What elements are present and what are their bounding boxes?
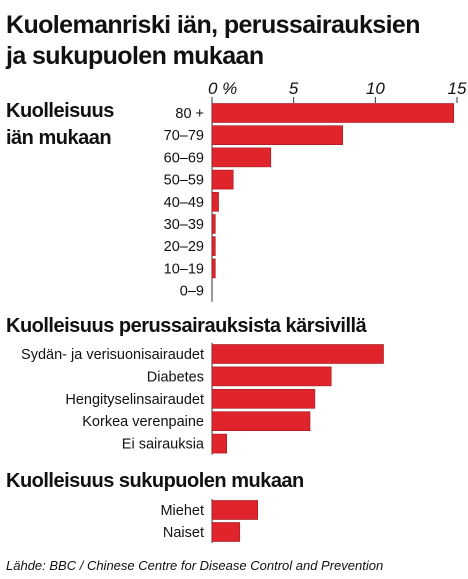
category-label: Miehet bbox=[160, 503, 204, 519]
bar bbox=[211, 125, 343, 145]
category-label: 10–19 bbox=[164, 261, 204, 277]
panel-title: Kuolleisuus sukupuolen mukaan bbox=[6, 470, 304, 492]
bar bbox=[211, 236, 216, 256]
bar bbox=[211, 388, 316, 409]
x-tick-label: 10 bbox=[366, 79, 385, 98]
bar bbox=[211, 103, 455, 123]
bar bbox=[211, 411, 311, 432]
bar bbox=[211, 169, 234, 190]
chart-title-line-1: Kuolemanriski iän, perussairauksien bbox=[6, 11, 420, 39]
x-tick-label: 15 bbox=[448, 79, 467, 98]
x-tick-label: 0 % bbox=[208, 79, 237, 98]
bar bbox=[211, 522, 241, 542]
category-label: 20–29 bbox=[164, 239, 204, 255]
condition-panel: Kuolleisuus perussairauksista kärsivillä… bbox=[6, 315, 384, 455]
gender-panel: Kuolleisuus sukupuolen mukaan Miehet Naise… bbox=[6, 470, 304, 543]
bar bbox=[211, 258, 216, 279]
chart-title-line-2: ja sukupuolen mukaan bbox=[5, 42, 264, 70]
category-label: Naiset bbox=[163, 525, 204, 541]
category-label: 0–9 bbox=[180, 284, 204, 300]
category-label: Sydän- ja verisuonisairaudet bbox=[21, 347, 204, 363]
bar bbox=[211, 192, 219, 212]
panel-title: iän mukaan bbox=[6, 127, 111, 149]
x-axis: 0 % 5 10 15 bbox=[208, 79, 467, 103]
bar bbox=[211, 344, 384, 364]
bar bbox=[211, 366, 332, 387]
category-label: 50–59 bbox=[164, 173, 204, 189]
category-label: 30–39 bbox=[164, 217, 204, 233]
source-note: Lähde: BBC / Chinese Centre for Disease … bbox=[6, 558, 383, 573]
bar bbox=[211, 500, 259, 520]
category-label: Diabetes bbox=[147, 369, 204, 385]
category-label: 70–79 bbox=[164, 128, 204, 144]
category-label: 60–69 bbox=[164, 150, 204, 166]
bar bbox=[211, 214, 216, 234]
category-label: Ei sairauksia bbox=[122, 437, 205, 453]
bar bbox=[211, 433, 227, 454]
panel-title: Kuolleisuus bbox=[6, 100, 114, 122]
age-panel: Kuolleisuus iän mukaan 80 + 70–79 60–69 50–59… bbox=[6, 100, 455, 302]
category-label: 80 + bbox=[175, 106, 204, 122]
panel-title: Kuolleisuus perussairauksista kärsivillä bbox=[6, 315, 368, 337]
category-label: Hengityselinsairaudet bbox=[65, 392, 204, 408]
x-tick-label: 5 bbox=[289, 79, 299, 98]
category-label: Korkea verenpaine bbox=[82, 414, 204, 430]
category-label: 40–49 bbox=[164, 195, 204, 211]
bar bbox=[211, 147, 272, 168]
